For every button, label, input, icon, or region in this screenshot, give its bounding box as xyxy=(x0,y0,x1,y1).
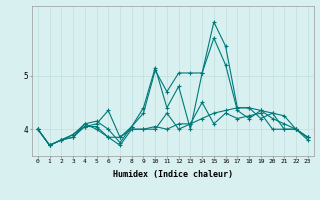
X-axis label: Humidex (Indice chaleur): Humidex (Indice chaleur) xyxy=(113,170,233,179)
